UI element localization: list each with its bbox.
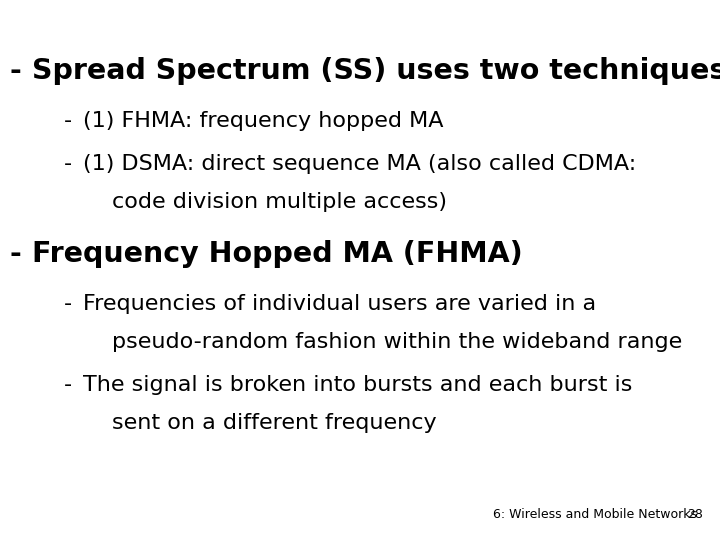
- Text: sent on a different frequency: sent on a different frequency: [112, 413, 436, 433]
- Text: The signal is broken into bursts and each burst is: The signal is broken into bursts and eac…: [83, 375, 632, 395]
- Text: (1) FHMA: frequency hopped MA: (1) FHMA: frequency hopped MA: [83, 111, 444, 131]
- Text: 6: Wireless and Mobile Networks: 6: Wireless and Mobile Networks: [493, 508, 697, 521]
- Text: -: -: [64, 111, 72, 131]
- Text: (1) DSMA: direct sequence MA (also called CDMA:: (1) DSMA: direct sequence MA (also calle…: [83, 154, 636, 174]
- Text: -: -: [64, 375, 72, 395]
- Text: Frequency Hopped MA (FHMA): Frequency Hopped MA (FHMA): [32, 240, 523, 268]
- Text: pseudo-random fashion within the wideband range: pseudo-random fashion within the wideban…: [112, 332, 682, 352]
- Text: 28: 28: [688, 508, 703, 521]
- Text: -: -: [64, 154, 72, 174]
- Text: Spread Spectrum (SS) uses two techniques:: Spread Spectrum (SS) uses two techniques…: [32, 57, 720, 85]
- Text: -: -: [64, 294, 72, 314]
- Text: Frequencies of individual users are varied in a: Frequencies of individual users are vari…: [83, 294, 596, 314]
- Text: code division multiple access): code division multiple access): [112, 192, 446, 212]
- Text: -: -: [10, 57, 22, 85]
- Text: -: -: [10, 240, 22, 268]
